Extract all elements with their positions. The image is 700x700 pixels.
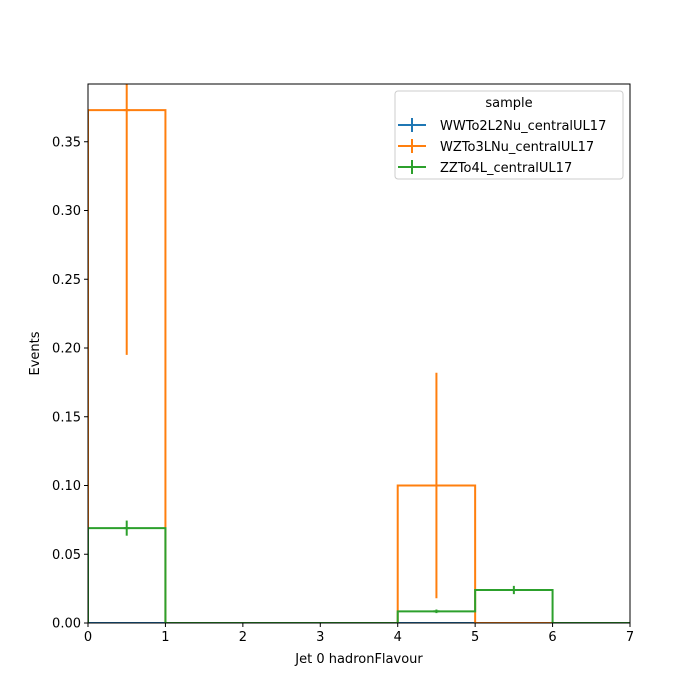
y-tick-label: 0.25	[52, 273, 81, 288]
legend-box	[394, 90, 624, 180]
y-tick-label: 0.10	[52, 479, 81, 494]
y-tick-label: 0.35	[52, 135, 81, 150]
y-tick-label: 0.00	[52, 617, 81, 632]
x-tick-label: 0	[84, 630, 92, 645]
legend-title: sample	[485, 96, 532, 111]
y-axis-label: Events	[28, 331, 43, 375]
x-tick-label: 6	[548, 630, 556, 645]
x-axis-label: Jet 0 hadronFlavour	[294, 652, 423, 667]
series-step-2	[88, 527, 630, 623]
axes-frame	[87, 83, 631, 624]
axes: 0 1 2 3 4 5 6 7 0.00 0.05 0.10 0.15 0.20 0.25 0.30 0.35…	[28, 83, 634, 667]
legend-entry-label: ZZTo4L_centralUL17	[440, 161, 572, 176]
x-tick-label: 5	[471, 630, 479, 645]
legend-entry-label: WZTo3LNu_centralUL17	[440, 140, 594, 155]
y-tick-label: 0.05	[52, 548, 81, 563]
x-tick-label: 7	[626, 630, 634, 645]
y-tick-label: 0.30	[52, 204, 81, 219]
legend-entry-label: WWTo2L2Nu_centralUL17	[440, 119, 606, 134]
y-tick-label: 0.15	[52, 410, 81, 425]
y-tick-label: 0.20	[52, 342, 81, 357]
legend: sample WWTo2L2Nu_centralUL17 WZTo3LNu_cent…	[394, 90, 624, 180]
x-tick-label: 2	[239, 630, 247, 645]
plot-area	[88, 84, 630, 623]
x-tick-label: 1	[161, 630, 169, 645]
x-tick-label: 3	[316, 630, 324, 645]
x-tick-label: 4	[394, 630, 402, 645]
series-step-1	[88, 109, 630, 623]
